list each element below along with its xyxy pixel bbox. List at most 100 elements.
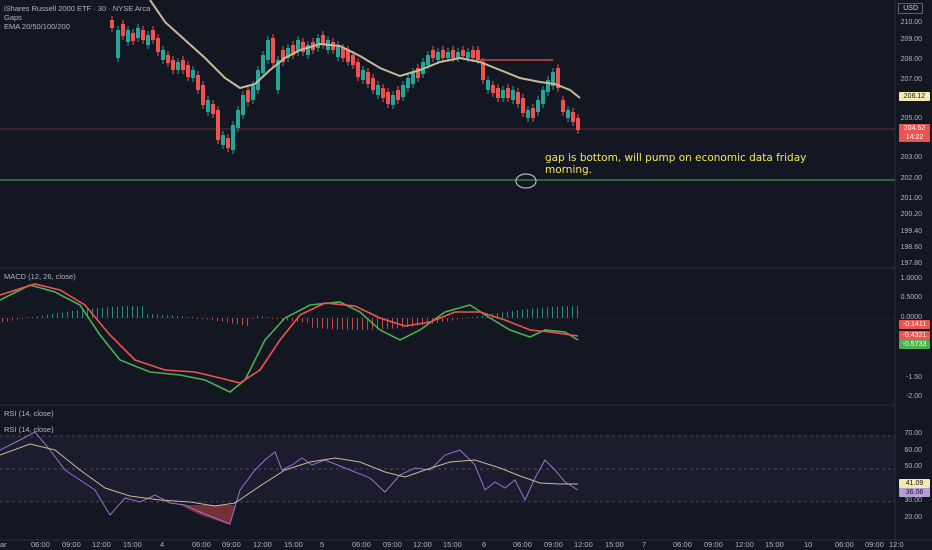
candle-body <box>566 110 570 118</box>
rsi-tick: 20.00 <box>904 514 922 521</box>
candle-body <box>151 30 155 40</box>
candle-body <box>556 68 560 88</box>
macd-histogram-bar <box>177 315 178 318</box>
time-axis-label: 15:00 <box>123 540 142 549</box>
macd-histogram-bar <box>272 318 273 319</box>
candle-body <box>351 55 355 65</box>
macd-histogram-bar <box>497 312 498 318</box>
macd-histogram-bar <box>42 315 43 318</box>
macd-histogram-bar <box>102 307 103 318</box>
candle-body <box>456 52 460 58</box>
time-axis-label: 7 <box>642 540 647 549</box>
time-axis-label: 12:00 <box>253 540 272 549</box>
macd-histogram-bar <box>37 316 38 318</box>
macd-histogram-bar <box>87 308 88 318</box>
chart-annotation[interactable]: gap is bottom, will pump on economic dat… <box>545 152 807 176</box>
macd-histogram-bar <box>512 310 513 318</box>
candle-body <box>371 78 375 90</box>
macd-histogram-bar <box>302 318 303 323</box>
indicator-ema-label[interactable]: EMA 20/50/100/200 <box>4 22 70 31</box>
macd-histogram-bar <box>237 318 238 325</box>
macd-histogram-bar <box>247 318 248 327</box>
candle-body <box>481 62 485 80</box>
candle-body <box>401 85 405 97</box>
candle-body <box>271 38 275 63</box>
macd-histogram-bar <box>172 315 173 318</box>
time-axis-label: 4 <box>160 540 165 549</box>
macd-label[interactable]: MACD (12, 26, close) <box>4 272 76 281</box>
time-axis-label: 15:00 <box>443 540 462 549</box>
candle-body <box>561 100 565 112</box>
macd-histogram-bar <box>382 318 383 330</box>
price-tick: 198.60 <box>900 244 922 251</box>
macd-histogram-bar <box>357 318 358 330</box>
candle-body <box>221 135 225 145</box>
rsi-line <box>0 431 579 525</box>
macd-histogram-bar <box>12 318 13 321</box>
macd-histogram-bar <box>347 318 348 330</box>
time-axis-label: 6 <box>482 540 487 549</box>
time-axis-label: 06:00 <box>31 540 50 549</box>
price-tick: 200.20 <box>900 211 922 218</box>
macd-histogram-bar <box>312 318 313 328</box>
macd-histogram-bar <box>142 306 143 318</box>
macd-histogram-bar <box>82 309 83 318</box>
rsi-label[interactable]: RSI (14, close) <box>4 409 54 418</box>
macd-histogram-bar <box>377 318 378 330</box>
annotation-circle <box>515 173 537 189</box>
ema-line <box>149 0 581 99</box>
candle-body <box>216 110 220 140</box>
macd-tick: 0.5000 <box>900 294 922 301</box>
candle-body <box>110 20 114 28</box>
macd-histogram-bar <box>132 306 133 318</box>
macd-histogram-bar <box>522 309 523 318</box>
macd-histogram-bar <box>182 316 183 318</box>
time-axis-label: 09:00 <box>62 540 81 549</box>
macd-histogram-bar <box>482 315 483 318</box>
time-axis-label: 5 <box>320 540 325 549</box>
macd-histogram-bar <box>17 318 18 320</box>
candle-body <box>576 118 580 130</box>
candle-body <box>286 48 290 58</box>
candle-body <box>546 80 550 92</box>
candle-body <box>116 30 120 58</box>
candle-body <box>391 95 395 105</box>
candle-body <box>416 68 420 78</box>
macd-histogram-bar <box>467 317 468 318</box>
macd-histogram-bar <box>27 317 28 318</box>
candle-body <box>181 60 185 70</box>
ema-price-tag: 206.12 <box>899 92 930 101</box>
candle-body <box>251 85 255 100</box>
macd-histogram-bar <box>417 318 418 326</box>
macd-histogram-bar <box>427 318 428 325</box>
time-axis-label: 09:00 <box>704 540 723 549</box>
candle-body <box>431 50 435 58</box>
macd-histogram-bar <box>392 318 393 329</box>
macd-histogram-bar <box>207 318 208 320</box>
candle-body <box>346 50 350 62</box>
candle-body <box>126 30 130 42</box>
candle-body <box>411 72 415 84</box>
candle-body <box>206 100 210 112</box>
currency-selector[interactable]: USD <box>898 3 923 14</box>
candle-body <box>291 45 295 55</box>
macd-histogram-bar <box>22 318 23 319</box>
candle-body <box>171 60 175 70</box>
candle-body <box>406 78 410 88</box>
time-axis-label: 06:00 <box>673 540 692 549</box>
candle-body <box>301 42 305 52</box>
candle-body <box>186 65 190 77</box>
macd-signal-tag: -0.4321 <box>899 331 930 340</box>
time-axis-label: 10 <box>804 540 813 549</box>
macd-histogram-bar <box>447 318 448 322</box>
macd-histogram-bar <box>122 306 123 318</box>
bar-countdown: 14:22 <box>899 133 930 142</box>
indicator-gaps-label[interactable]: Gaps <box>4 13 22 22</box>
rsi-label-secondary[interactable]: RSI (14, close) <box>4 425 54 434</box>
candle-body <box>191 70 195 78</box>
candle-body <box>306 45 310 55</box>
macd-histogram-bar <box>97 307 98 318</box>
candle-body <box>536 100 540 112</box>
macd-histogram-bar <box>362 318 363 330</box>
